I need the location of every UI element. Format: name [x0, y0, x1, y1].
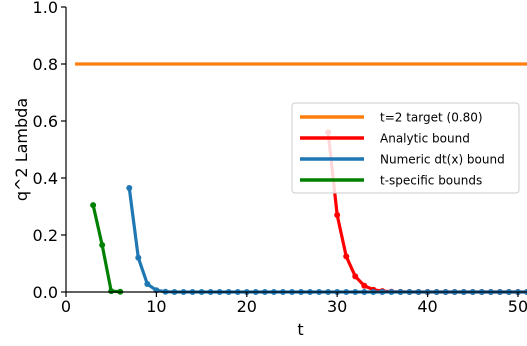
x-tick-label: 10: [146, 297, 166, 316]
y-tick-label: 0.8: [33, 55, 58, 74]
x-tick-label: 0: [61, 297, 71, 316]
legend-entry: t-specific bounds: [380, 174, 482, 188]
y-tick-label: 0.0: [33, 283, 58, 302]
legend-entry: t=2 target (0.80): [380, 111, 483, 125]
series-2: [126, 184, 527, 295]
series-line: [91, 204, 121, 294]
y-tick-label: 0.4: [33, 169, 58, 188]
legend-box: [291, 102, 520, 194]
data-point: [99, 241, 106, 248]
data-point: [352, 273, 359, 280]
x-tick-label: 50: [508, 297, 527, 316]
data-point: [144, 281, 151, 288]
x-axis-label: t: [297, 320, 303, 339]
data-point: [334, 212, 341, 219]
series-line: [127, 187, 527, 294]
data-point: [361, 282, 368, 289]
x-tick-label: 30: [327, 297, 347, 316]
y-tick-label: 1.0: [33, 0, 58, 17]
y-tick-label: 0.2: [33, 226, 58, 245]
data-point: [126, 184, 133, 191]
axes: [61, 6, 527, 297]
data-point: [90, 202, 97, 209]
x-tick-label: 40: [417, 297, 437, 316]
legend-entry: Analytic bound: [380, 132, 470, 146]
legend-entry: Numeric dt(x) bound: [380, 153, 505, 167]
y-tick-label: 0.6: [33, 112, 58, 131]
series-3: [90, 202, 124, 295]
tick-labels: 0 10 20 30 40 50 0.0 0.2 0.4 0.6 0.8 1.0: [33, 0, 527, 316]
y-axis-label: q^2 Lambda: [12, 98, 31, 201]
data-point: [135, 254, 142, 261]
data-point: [343, 253, 350, 260]
legend: t=2 target (0.80) Analytic bound Numeric d…: [291, 102, 520, 194]
data-point: [108, 288, 115, 295]
x-tick-label: 20: [237, 297, 257, 316]
